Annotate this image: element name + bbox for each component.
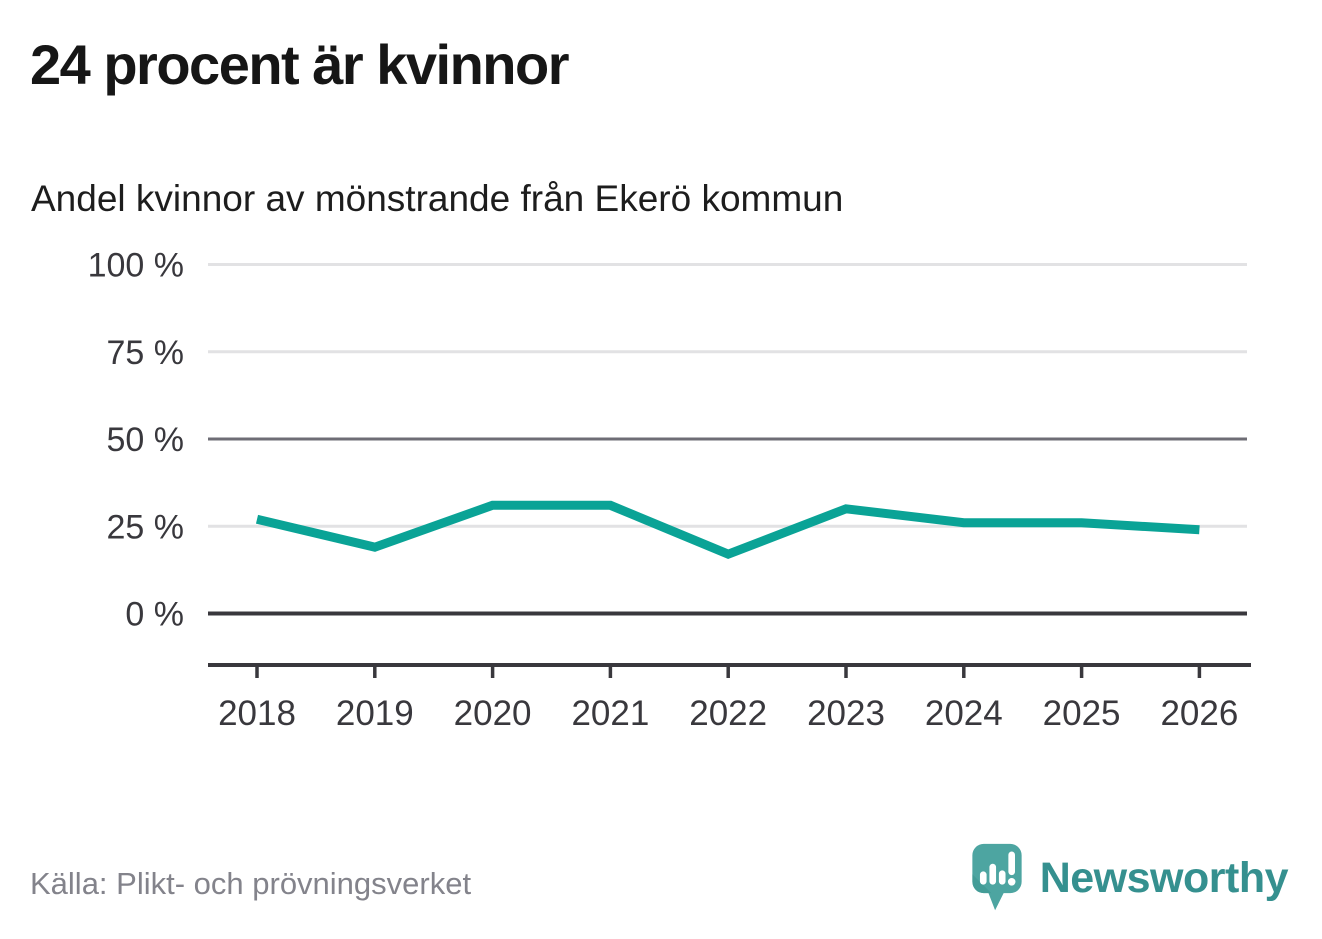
exclamation-stem-icon: [1008, 851, 1015, 876]
chart-subtitle: Andel kvinnor av mönstrande från Ekerö k…: [31, 178, 844, 219]
x-axis-tick-label: 2025: [1043, 694, 1121, 733]
brand-lockup: Newsworthy: [968, 842, 1289, 914]
y-axis-tick-label: 0 %: [125, 596, 184, 634]
x-axis-tick-label: 2020: [454, 694, 532, 733]
exclamation-dot-icon: [1007, 878, 1016, 886]
y-axis-tick-label: 25 %: [107, 508, 185, 546]
page-title: 24 procent är kvinnor: [30, 33, 570, 96]
newsworthy-logo-icon: [972, 843, 1022, 911]
y-axis-tick-label: 50 %: [107, 421, 185, 459]
x-axis-tick-label: 2023: [807, 694, 885, 733]
y-axis-tick-label: 100 %: [88, 247, 184, 285]
bar-icon-1: [979, 871, 987, 885]
x-axis-tick-label: 2026: [1160, 694, 1238, 733]
brand-wordmark: Newsworthy: [1039, 853, 1289, 902]
data-line-series: [255, 500, 1200, 560]
bar-icon-3: [998, 870, 1006, 885]
bar-icon-2: [989, 863, 996, 885]
bubble-shadow: [972, 874, 992, 894]
x-axis-tick-label: 2019: [336, 694, 414, 733]
x-axis-tick-label: 2024: [925, 694, 1003, 733]
x-axis-tick-label: 2018: [218, 694, 296, 733]
y-axis-tick-label: 75 %: [107, 334, 185, 372]
x-axis-tick-label: 2021: [571, 694, 649, 733]
source-note: Källa: Plikt- och prövningsverket: [30, 866, 472, 901]
x-axis-tick-label: 2022: [689, 694, 767, 733]
